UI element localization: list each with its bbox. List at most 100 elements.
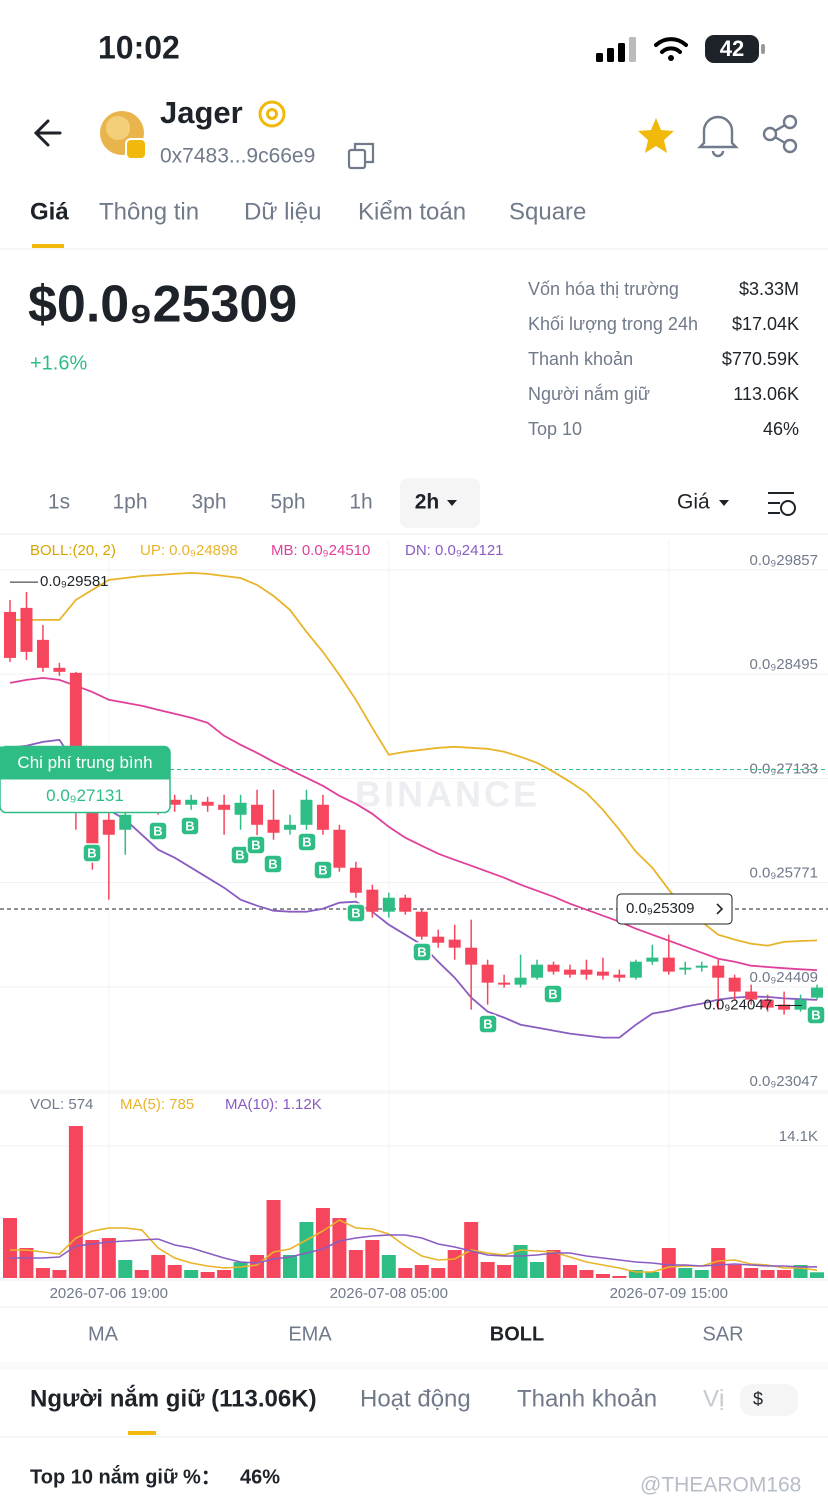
holder-tab[interactable]: Thanh khoản — [517, 1385, 657, 1412]
candle-body — [234, 802, 247, 815]
buy-marker-label: B — [268, 856, 277, 871]
indicator-tab[interactable]: EMA — [288, 1323, 332, 1345]
candle-body — [778, 1004, 791, 1010]
holder-tab[interactable]: Hoạt động — [360, 1385, 471, 1412]
candle-body — [316, 804, 329, 830]
holder-tab[interactable]: Người nắm giữ (113.06K) — [30, 1384, 317, 1412]
y-tick-label: 0.0₉24409 — [749, 969, 818, 986]
volume-bar — [612, 1276, 627, 1278]
volume-bar — [628, 1270, 643, 1278]
tab[interactable]: Thông tin — [99, 198, 199, 225]
tab[interactable]: Square — [509, 198, 586, 225]
volume-bar — [52, 1270, 67, 1278]
volume-bar — [744, 1268, 759, 1278]
candle-body — [36, 639, 49, 668]
candle-body — [712, 965, 725, 978]
interval[interactable]: 2h — [415, 491, 440, 514]
volume-bar — [431, 1268, 446, 1278]
copy-button[interactable] — [347, 142, 375, 170]
candle-body — [333, 829, 346, 868]
battery — [705, 35, 759, 63]
volume-bar — [151, 1255, 166, 1278]
interval[interactable]: 1h — [349, 491, 372, 514]
volume-bar — [184, 1270, 199, 1278]
legend-entry: MB: 0.0₉24510 — [271, 542, 370, 559]
buy-marker — [806, 1005, 826, 1025]
top10-label: Top 10 nắm giữ %： — [30, 1464, 221, 1488]
stat-value: 113.06K — [733, 384, 799, 404]
volume-bar — [348, 1250, 363, 1278]
volume-bar — [134, 1270, 149, 1278]
stat-label: Khối lượng trong 24h — [528, 314, 698, 334]
indicator-tab[interactable]: BOLL — [490, 1323, 544, 1345]
battery-level: 42 — [720, 36, 744, 61]
chart-settings[interactable] — [768, 492, 796, 516]
interval[interactable]: 1s — [48, 491, 70, 514]
volume-ma-line — [10, 1219, 818, 1273]
candle-body — [498, 982, 511, 985]
candle-body — [349, 867, 362, 893]
volume-bar — [497, 1265, 512, 1278]
volume-bar — [678, 1268, 693, 1278]
tab[interactable]: Kiểm toán — [358, 198, 466, 225]
verified-badge — [258, 100, 286, 128]
volume-bar — [447, 1250, 462, 1278]
candle-body — [251, 804, 264, 825]
stat-label: Người nắm giữ — [528, 383, 650, 404]
low-marker-label: 0.0₉24047 — [703, 996, 772, 1013]
holder-tab[interactable]: Vị — [703, 1385, 724, 1412]
token-icon — [100, 111, 147, 160]
volume-bar — [579, 1270, 594, 1278]
candle-body — [218, 804, 231, 810]
volume-bar — [645, 1272, 660, 1278]
interval[interactable]: 3ph — [191, 491, 226, 514]
candle-body — [465, 947, 478, 965]
tab[interactable]: Dữ liệu — [244, 198, 321, 225]
candle-body — [745, 991, 758, 1000]
average-cost-value: 0.0₉27131 — [46, 786, 124, 805]
currency[interactable]: $ — [753, 1389, 763, 1409]
tab[interactable]: Giá — [30, 198, 69, 225]
volume-bar — [414, 1265, 429, 1278]
favorite-button[interactable] — [638, 118, 674, 153]
candle-body — [119, 814, 132, 830]
stat-value: $3.33M — [739, 279, 799, 299]
battery-tip — [761, 44, 765, 54]
interval[interactable]: 5ph — [270, 491, 305, 514]
indicator-tab[interactable]: MA — [88, 1323, 119, 1345]
volume-bar — [546, 1250, 561, 1278]
buy-marker-label: B — [318, 862, 327, 877]
candle-body — [53, 667, 66, 672]
dropdown-caret — [447, 500, 457, 506]
buy-marker-label: B — [185, 818, 194, 833]
volume-bar — [727, 1265, 742, 1278]
y-tick-label: 0.0₉23047 — [749, 1073, 818, 1090]
average-cost-header — [0, 746, 170, 780]
volume-bar — [480, 1262, 495, 1278]
volume-bar — [3, 1218, 17, 1278]
y-tick-label: 0.0₉25771 — [749, 865, 818, 882]
candle-body — [514, 977, 527, 985]
x-tick-label: 2026-07-06 19:00 — [50, 1285, 168, 1302]
average-cost-label: Chi phí trung bình — [17, 753, 152, 772]
legend-entry: MA(5): 785 — [120, 1096, 194, 1113]
volume-bar — [200, 1272, 215, 1278]
chart-watermark: BINANCE — [355, 774, 540, 815]
currency-chip[interactable] — [740, 1384, 798, 1416]
volume-bar — [562, 1265, 577, 1278]
price-change: +1.6% — [30, 352, 87, 374]
buy-marker-label: B — [351, 905, 360, 920]
buy-marker — [297, 832, 317, 852]
candle-body — [415, 911, 428, 937]
interval[interactable]: 1ph — [112, 491, 147, 514]
share-button[interactable] — [762, 114, 798, 154]
back-button[interactable] — [33, 119, 62, 147]
chart-menu[interactable]: Giá — [677, 491, 710, 514]
alert-button[interactable] — [697, 115, 739, 158]
indicator-label: BOLL:(20, 2) — [30, 542, 116, 559]
buy-marker-label: B — [153, 823, 162, 838]
tab-indicator — [32, 244, 64, 248]
stat-label: Thanh khoản — [528, 349, 633, 369]
volume-bar — [217, 1270, 232, 1278]
indicator-tab[interactable]: SAR — [702, 1323, 743, 1345]
